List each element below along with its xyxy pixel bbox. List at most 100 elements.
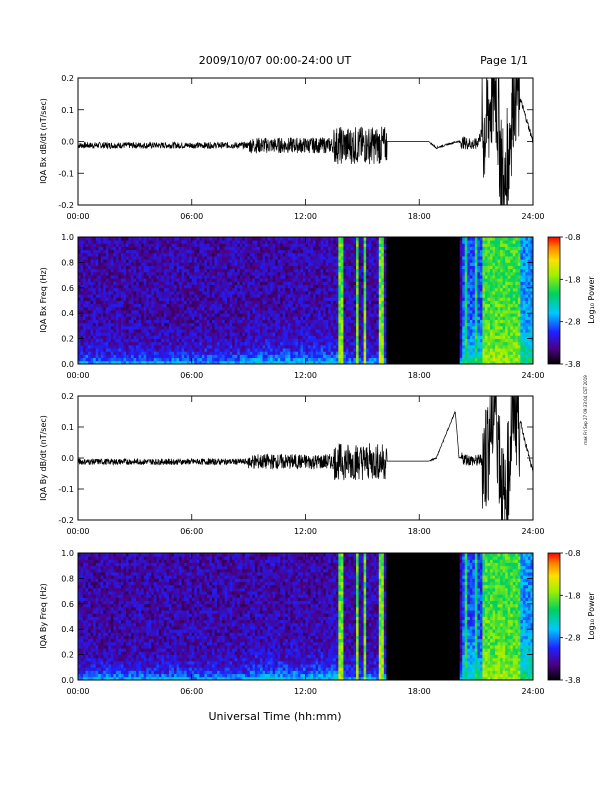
spectrogram-cell xyxy=(191,259,195,263)
spectrogram-cell xyxy=(244,341,248,346)
spectrogram-cell xyxy=(287,237,291,241)
spectrogram-cell xyxy=(78,316,81,320)
spectrogram-cell xyxy=(169,287,172,292)
spectrogram-cell xyxy=(156,281,160,286)
spectrogram-cell xyxy=(100,284,104,289)
spectrogram-cell xyxy=(366,322,370,327)
spectrogram-cell xyxy=(242,284,246,289)
spectrogram-cell xyxy=(242,290,246,295)
spectrogram-cell xyxy=(98,281,102,286)
spectrogram-cell xyxy=(260,354,263,359)
spectrogram-cell xyxy=(320,313,324,317)
spectrogram-cell xyxy=(211,310,215,314)
spectrogram-cell xyxy=(186,313,190,317)
spectrogram-cell xyxy=(174,294,177,298)
spectrogram-cell xyxy=(260,237,263,241)
spectrogram-cell xyxy=(285,287,289,292)
spectrogram-cell xyxy=(313,360,317,365)
spectrogram-cell xyxy=(234,294,238,298)
spectrogram-cell xyxy=(206,275,210,279)
spectrogram-cell xyxy=(110,303,114,308)
spectrogram-cell xyxy=(194,237,198,241)
spectrogram-cell xyxy=(123,265,127,270)
spectrogram-cell xyxy=(217,294,220,298)
spectrogram-cell xyxy=(229,278,233,282)
spectrogram-cell xyxy=(156,300,160,305)
spectrogram-cell xyxy=(136,246,140,251)
spectrogram-cell xyxy=(196,360,200,365)
spectrogram-cell xyxy=(88,243,92,247)
spectrogram-cell xyxy=(366,344,370,349)
spectrogram-cell xyxy=(257,360,261,365)
spectrogram-cell xyxy=(287,310,291,314)
spectrogram-cell xyxy=(282,351,286,355)
spectrogram-cell xyxy=(275,297,279,301)
spectrogram-cell xyxy=(313,259,317,263)
spectrogram-cell xyxy=(351,357,354,362)
spectrogram-cell xyxy=(330,256,334,260)
spectrogram-cell xyxy=(199,294,203,298)
spectrogram-cell xyxy=(358,313,362,317)
spectrogram-cell xyxy=(320,287,324,292)
spectrogram-cell xyxy=(148,240,152,244)
spectrogram-cell xyxy=(285,316,289,320)
spectrogram-cell xyxy=(383,329,387,333)
spectrogram-cell xyxy=(105,344,109,349)
spectrogram-cell xyxy=(383,360,387,365)
spectrogram-cell xyxy=(100,335,104,339)
spectrogram-cell xyxy=(363,325,367,330)
spectrogram-cell xyxy=(272,268,276,273)
spectrogram-cell xyxy=(222,259,226,263)
spectrogram-cell xyxy=(204,256,208,260)
spectrogram-cell xyxy=(272,357,276,362)
spectrogram-cell xyxy=(345,275,349,279)
spectrogram-cell xyxy=(113,265,117,270)
spectrogram-cell xyxy=(201,240,205,244)
spectrogram-cell xyxy=(211,360,215,365)
spectrogram-cell xyxy=(78,275,81,279)
spectrogram-cell xyxy=(133,271,137,276)
spectrogram-cell xyxy=(343,303,347,308)
spectrogram-cell xyxy=(388,246,392,251)
spectrogram-cell xyxy=(146,262,150,266)
spectrogram-cell xyxy=(340,294,344,298)
spectrogram-cell xyxy=(146,294,150,298)
spectrogram-cell xyxy=(138,357,142,362)
spectrogram-cell xyxy=(126,338,129,343)
spectrogram-cell xyxy=(242,246,246,251)
spectrogram-cell xyxy=(262,351,266,355)
spectrogram-cell xyxy=(120,313,124,317)
spectrogram-cell xyxy=(277,300,281,305)
spectrogram-cell xyxy=(181,265,185,270)
spectrogram-cell xyxy=(209,322,213,327)
spectrogram-cell xyxy=(176,313,180,317)
spectrogram-cell xyxy=(363,259,367,263)
spectrogram-cell xyxy=(381,271,385,276)
spectrogram-cell xyxy=(383,256,387,260)
spectrogram-cell xyxy=(209,335,213,339)
spectrogram-cell xyxy=(123,357,127,362)
spectrogram-cell xyxy=(128,360,132,365)
spectrogram-cell xyxy=(204,344,208,349)
spectrogram-cell xyxy=(176,319,180,324)
spectrogram-cell xyxy=(237,322,241,327)
spectrogram-cell xyxy=(196,325,200,330)
spectrogram-cell xyxy=(318,271,322,276)
spectrogram-cell xyxy=(386,268,390,273)
spectrogram-cell xyxy=(323,360,327,365)
spectrogram-cell xyxy=(166,237,170,241)
spectrogram-cell xyxy=(201,256,205,260)
y-tick-label: 0.1 xyxy=(61,106,74,115)
spectrogram-cell xyxy=(115,344,119,349)
spectrogram-cell xyxy=(224,294,228,298)
spectrogram-cell xyxy=(136,300,140,305)
spectrogram-cell xyxy=(297,322,301,327)
spectrogram-cell xyxy=(126,278,129,282)
spectrogram-cell xyxy=(358,281,362,286)
spectrogram-cell xyxy=(143,319,147,324)
spectrogram-cell xyxy=(305,278,309,282)
spectrogram-cell xyxy=(239,243,243,247)
spectrogram-cell xyxy=(262,275,266,279)
spectrogram-cell xyxy=(166,316,170,320)
spectrogram-cell xyxy=(189,319,193,324)
